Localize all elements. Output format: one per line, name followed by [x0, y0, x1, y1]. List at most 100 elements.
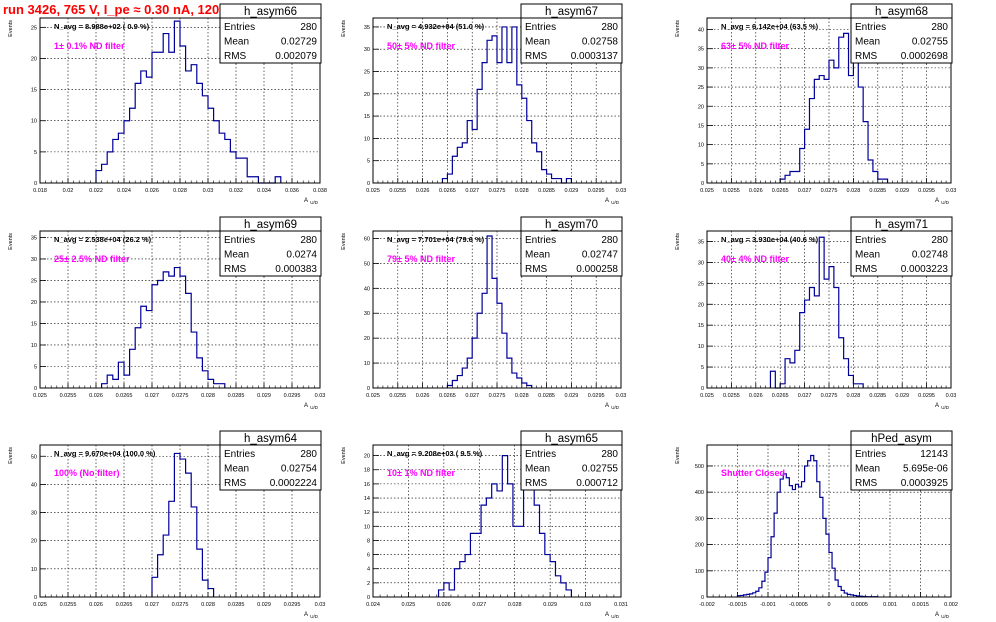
x-tick-label: 0.029 [565, 188, 579, 194]
stats-value: 0.02754 [281, 464, 318, 475]
x-tick-label: 0.0265 [772, 188, 789, 194]
y-tick-label: 5 [701, 162, 704, 168]
y-tick-label: 20 [31, 56, 37, 62]
x-tick-label: 0.0275 [489, 393, 506, 399]
histogram-series [736, 454, 879, 598]
x-tick-label: 0.026 [749, 393, 763, 399]
x-tick-label: 0.034 [257, 188, 271, 194]
x-axis-subscript: U/D [941, 614, 950, 619]
histogram-panel-h_asym68: 0.025 0.0255 0.026 0.0265 0.027 0.0275 0.028 0.… [675, 3, 956, 205]
x-tick-label: 0.0265 [772, 393, 789, 399]
x-tick-label: -0.0015 [728, 602, 747, 608]
stats-label: Entries [224, 22, 255, 33]
stats-label: Mean [525, 464, 550, 475]
histogram-series [437, 455, 572, 597]
x-tick-label: -0.002 [699, 602, 715, 608]
stats-value: 280 [601, 449, 618, 460]
x-tick-label: 0.032 [229, 188, 243, 194]
y-tick-label: 30 [698, 260, 704, 266]
y-tick-label: 25 [364, 70, 370, 76]
x-tick-label: 0.0255 [723, 188, 740, 194]
x-tick-label: 0.002 [944, 602, 958, 608]
x-tick-label: 0.0285 [228, 602, 245, 608]
stats-value: 0.02758 [582, 37, 619, 48]
x-tick-label: 0.0285 [869, 393, 886, 399]
y-tick-label: 30 [31, 257, 37, 263]
y-axis-title: Events [341, 447, 347, 464]
stats-value: 0.0002698 [901, 51, 949, 62]
navg-annotation: N_avg = 9.670e+04 (100.0 %) [54, 449, 156, 458]
histogram-panel-h_asym70: 0.025 0.0255 0.026 0.0265 0.027 0.0275 0.028 0.… [341, 216, 626, 410]
y-tick-label: 18 [364, 468, 370, 474]
stats-value: 0.02729 [281, 37, 318, 48]
x-tick-label: 0.027 [145, 393, 159, 399]
histogram-panel-h_asym65: 0.024 0.025 0.026 0.027 0.028 0.029 0.03 0.031 0… [341, 430, 628, 619]
stats-value: 280 [601, 22, 618, 33]
y-tick-label: 10 [364, 361, 370, 367]
y-tick-label: 100 [695, 569, 704, 575]
y-tick-label: 5 [34, 150, 37, 156]
stats-value: 0.0274 [286, 250, 317, 261]
histogram-panel-hPed_asym: -0.002 -0.0015 -0.001 -0.0005 0 0.0005 0.001 0.… [675, 430, 958, 619]
y-tick-label: 5 [34, 364, 37, 370]
y-tick-label: 15 [698, 123, 704, 129]
y-axis-title: Events [8, 20, 14, 37]
x-tick-label: 0.0265 [439, 188, 456, 194]
stats-box-body [219, 444, 322, 491]
plot-frame [372, 444, 622, 598]
page-title: run 3426, 765 V, I_pe ≈ 0.30 nA, 120 Hz [3, 2, 239, 17]
x-axis-subscript: U/D [310, 405, 319, 410]
x-tick-label: 0.025 [700, 393, 714, 399]
y-tick-label: 14 [364, 496, 370, 502]
stats-box-body [520, 17, 623, 64]
y-tick-label: 30 [31, 511, 37, 517]
stats-label: Entries [525, 449, 556, 460]
y-tick-label: 15 [364, 114, 370, 120]
y-tick-label: 10 [31, 567, 37, 573]
stats-value: 0.000712 [576, 478, 618, 489]
y-tick-label: 30 [698, 66, 704, 72]
stats-label: Entries [525, 235, 556, 246]
filter-label: 40± 4% ND filter [721, 254, 789, 264]
stats-label: RMS [224, 51, 247, 62]
histogram-name: h_asym71 [875, 219, 928, 231]
histogram-name: h_asym66 [244, 6, 297, 18]
x-tick-label: 0.027 [465, 393, 479, 399]
y-tick-label: 20 [698, 302, 704, 308]
y-tick-label: 15 [698, 323, 704, 329]
y-tick-label: 0 [701, 386, 704, 392]
x-tick-label: 0.038 [313, 188, 327, 194]
x-tick-label: 0.027 [145, 602, 159, 608]
x-axis-subscript: U/D [611, 614, 620, 619]
y-tick-label: 20 [364, 92, 370, 98]
x-axis-subscript: U/D [941, 405, 950, 410]
y-tick-label: 25 [31, 25, 37, 31]
stats-box-body [219, 17, 322, 64]
filter-label: Shutter Closed [721, 468, 785, 478]
x-tick-label: 0.0295 [284, 393, 301, 399]
y-axis-title: Events [341, 20, 347, 37]
x-tick-label: 0.0255 [389, 188, 406, 194]
x-tick-label: 0.028 [515, 188, 529, 194]
x-tick-label: 0.03 [315, 602, 326, 608]
filter-label: 1± 0.1% ND filter [54, 41, 125, 51]
x-axis-title: A [304, 403, 308, 409]
x-tick-label: 0.026 [89, 393, 103, 399]
x-axis-title: A [304, 612, 308, 618]
y-axis-title: Events [8, 447, 14, 464]
x-tick-label: 0.026 [145, 188, 159, 194]
y-tick-label: 30 [364, 311, 370, 317]
y-tick-label: 35 [698, 239, 704, 245]
y-tick-label: 0 [367, 595, 370, 601]
y-tick-label: 0 [367, 181, 370, 187]
x-axis-title: A [605, 403, 609, 409]
histogram-panel-h_asym66: 0.018 0.02 0.022 0.024 0.026 0.028 0.03 0.032 0.… [8, 3, 327, 205]
y-tick-label: 20 [364, 336, 370, 342]
histogram-panel-h_asym69: 0.025 0.0255 0.026 0.0265 0.027 0.0275 0.028 0.… [8, 216, 325, 410]
histogram-name: h_asym65 [545, 433, 598, 445]
stats-box-body [520, 230, 623, 277]
stats-box-body [219, 230, 322, 277]
x-tick-label: 0.0275 [172, 602, 189, 608]
x-tick-label: 0.0015 [912, 602, 929, 608]
y-tick-label: 400 [695, 490, 704, 496]
